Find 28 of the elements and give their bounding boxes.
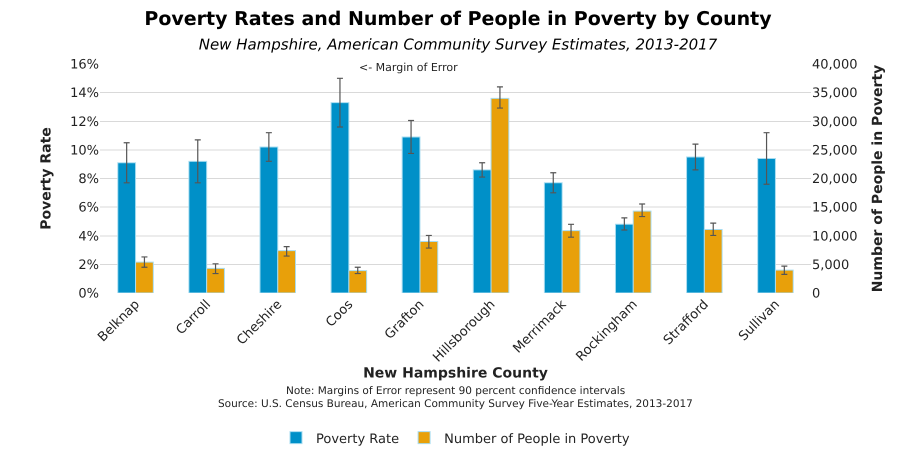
y-tick-label: 16%: [70, 58, 99, 73]
chart-subtitle: New Hampshire, American Community Survey Estimates, 2013-2017: [198, 36, 718, 54]
y2-tick-label: 25,000: [812, 143, 858, 158]
y-tick-label: 8%: [78, 172, 99, 188]
annotation: <- Margin of Error: [359, 61, 458, 74]
y2-tick-label: 15,000: [812, 200, 858, 216]
y2-tick-label: 30,000: [812, 114, 858, 130]
y2-tick-label: 20,000: [812, 172, 858, 188]
source-note: Source: U.S. Census Bureau, American Community Survey Five-Year Estimates, 2013-2017: [218, 398, 693, 410]
y2-axis-title: Number of People in Poverty: [870, 64, 886, 292]
legend-label: Poverty Rate: [316, 432, 400, 447]
y-tick-label: 6%: [78, 200, 99, 216]
y2-tick-label: 35,000: [812, 86, 858, 102]
y-tick-label: 4%: [78, 229, 99, 244]
y-tick-label: 0%: [78, 286, 99, 302]
text: Note: Margins of Error represent 90 percent confidence intervals: [286, 385, 626, 397]
y2-tick-label: 5,000: [812, 258, 850, 273]
y2-tick-label: 0: [812, 286, 820, 302]
y-tick-label: 10%: [70, 143, 99, 158]
x-axis-title: New Hampshire County: [363, 365, 548, 382]
y-tick-label: 2%: [78, 258, 99, 273]
y-tick-label: 14%: [70, 86, 99, 102]
y-tick-label: 12%: [70, 114, 99, 130]
y2-tick-label: 10,000: [812, 229, 858, 244]
chart-title: Poverty Rates and Number of People in Poverty by County: [144, 8, 772, 30]
y2-tick-label: 40,000: [812, 58, 858, 73]
y-axis-title: Poverty Rate: [38, 127, 55, 230]
legend-label: Number of People in Poverty: [444, 432, 630, 447]
